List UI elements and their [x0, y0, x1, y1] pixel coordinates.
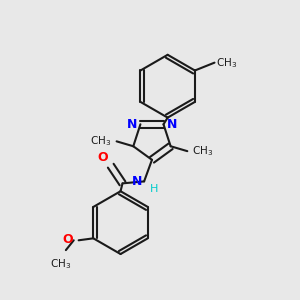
Text: CH$_3$: CH$_3$: [91, 134, 112, 148]
Text: O: O: [97, 151, 108, 164]
Text: CH$_3$: CH$_3$: [217, 56, 238, 70]
Text: N: N: [127, 118, 137, 131]
Text: CH$_3$: CH$_3$: [192, 144, 213, 158]
Text: N: N: [132, 175, 142, 188]
Text: CH$_3$: CH$_3$: [50, 257, 72, 271]
Text: H: H: [150, 184, 158, 194]
Text: N: N: [167, 118, 177, 131]
Text: O: O: [62, 233, 73, 246]
